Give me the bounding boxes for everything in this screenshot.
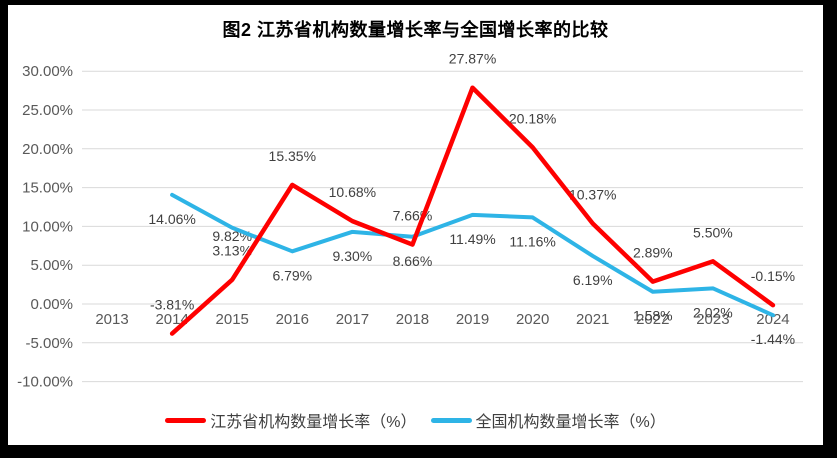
data-label: 1.58% [633,308,673,324]
data-label: 3.13% [212,243,252,259]
y-axis-tick-label: 20.00% [22,141,73,158]
data-label: 11.16% [509,233,555,249]
data-label: 9.82% [212,228,252,244]
blue-line-swatch-icon [430,417,472,423]
y-axis-tick-label: 25.00% [22,102,73,119]
x-axis-tick-label: 2015 [216,311,249,328]
data-label: -3.81% [150,297,194,313]
data-label: 6.79% [272,267,312,283]
data-label: 20.18% [509,110,556,126]
x-axis-tick-label: 2022 [636,311,669,328]
data-label: -0.15% [751,268,795,284]
y-axis-tick-label: 0.00% [30,296,73,313]
chart-panel: 图2 江苏省机构数量增长率与全国增长率的比较 30.00% 25.00% 20.00… [8,5,823,445]
data-label: 9.30% [333,248,373,264]
data-label: 10.37% [569,187,616,203]
y-axis-tick-label: -10.00% [17,374,73,391]
legend: 江苏省机构数量增长率（%） 全国机构数量增长率（%） [8,408,823,432]
x-axis-tick-label: 2017 [336,311,369,328]
y-axis-tick-label: 10.00% [22,218,73,235]
x-axis-tick-label: 2018 [396,311,429,328]
chart-title: 图2 江苏省机构数量增长率与全国增长率的比较 [222,20,609,40]
y-axis-tick-label: 5.00% [30,257,73,274]
x-axis-tick-label: 2020 [516,311,549,328]
x-axis-tick-label: 2013 [95,311,128,328]
x-axis-tick-label: 2024 [756,311,789,328]
data-label: 14.06% [148,211,195,227]
y-axis-tick-label: 30.00% [22,63,73,80]
data-label: 5.50% [693,224,733,240]
y-axis-tick-label: -5.00% [25,335,73,352]
national-series-line [170,192,775,318]
y-axis-tick-label: 15.00% [22,180,73,197]
legend-label-jiangsu: 江苏省机构数量增长率（%） [210,414,417,431]
jiangsu-series-line [169,85,776,336]
plot-area: 30.00% 25.00% 20.00% 15.00% 10.00% 5.00% 0.00%… [17,51,803,391]
x-axis-tick-label: 2019 [456,311,489,328]
data-label: 8.66% [393,253,433,269]
data-label: 15.35% [269,148,316,164]
legend-item-jiangsu: 江苏省机构数量增长率（%） [165,408,417,432]
data-label: 2.02% [693,304,733,320]
x-axis-tick-label: 2016 [276,311,309,328]
legend-label-national: 全国机构数量增长率（%） [475,414,666,431]
x-axis-tick-label: 2023 [696,311,729,328]
x-axis-tick-label: 2021 [576,311,609,328]
data-label: -1.44% [751,331,795,347]
data-label: 11.49% [449,231,495,247]
red-line-swatch-icon [165,417,207,423]
data-label: 10.68% [329,184,376,200]
data-label: 6.19% [573,272,613,288]
legend-item-national: 全国机构数量增长率（%） [430,408,666,432]
data-label: 2.89% [633,245,673,261]
data-label: 27.87% [449,51,496,67]
